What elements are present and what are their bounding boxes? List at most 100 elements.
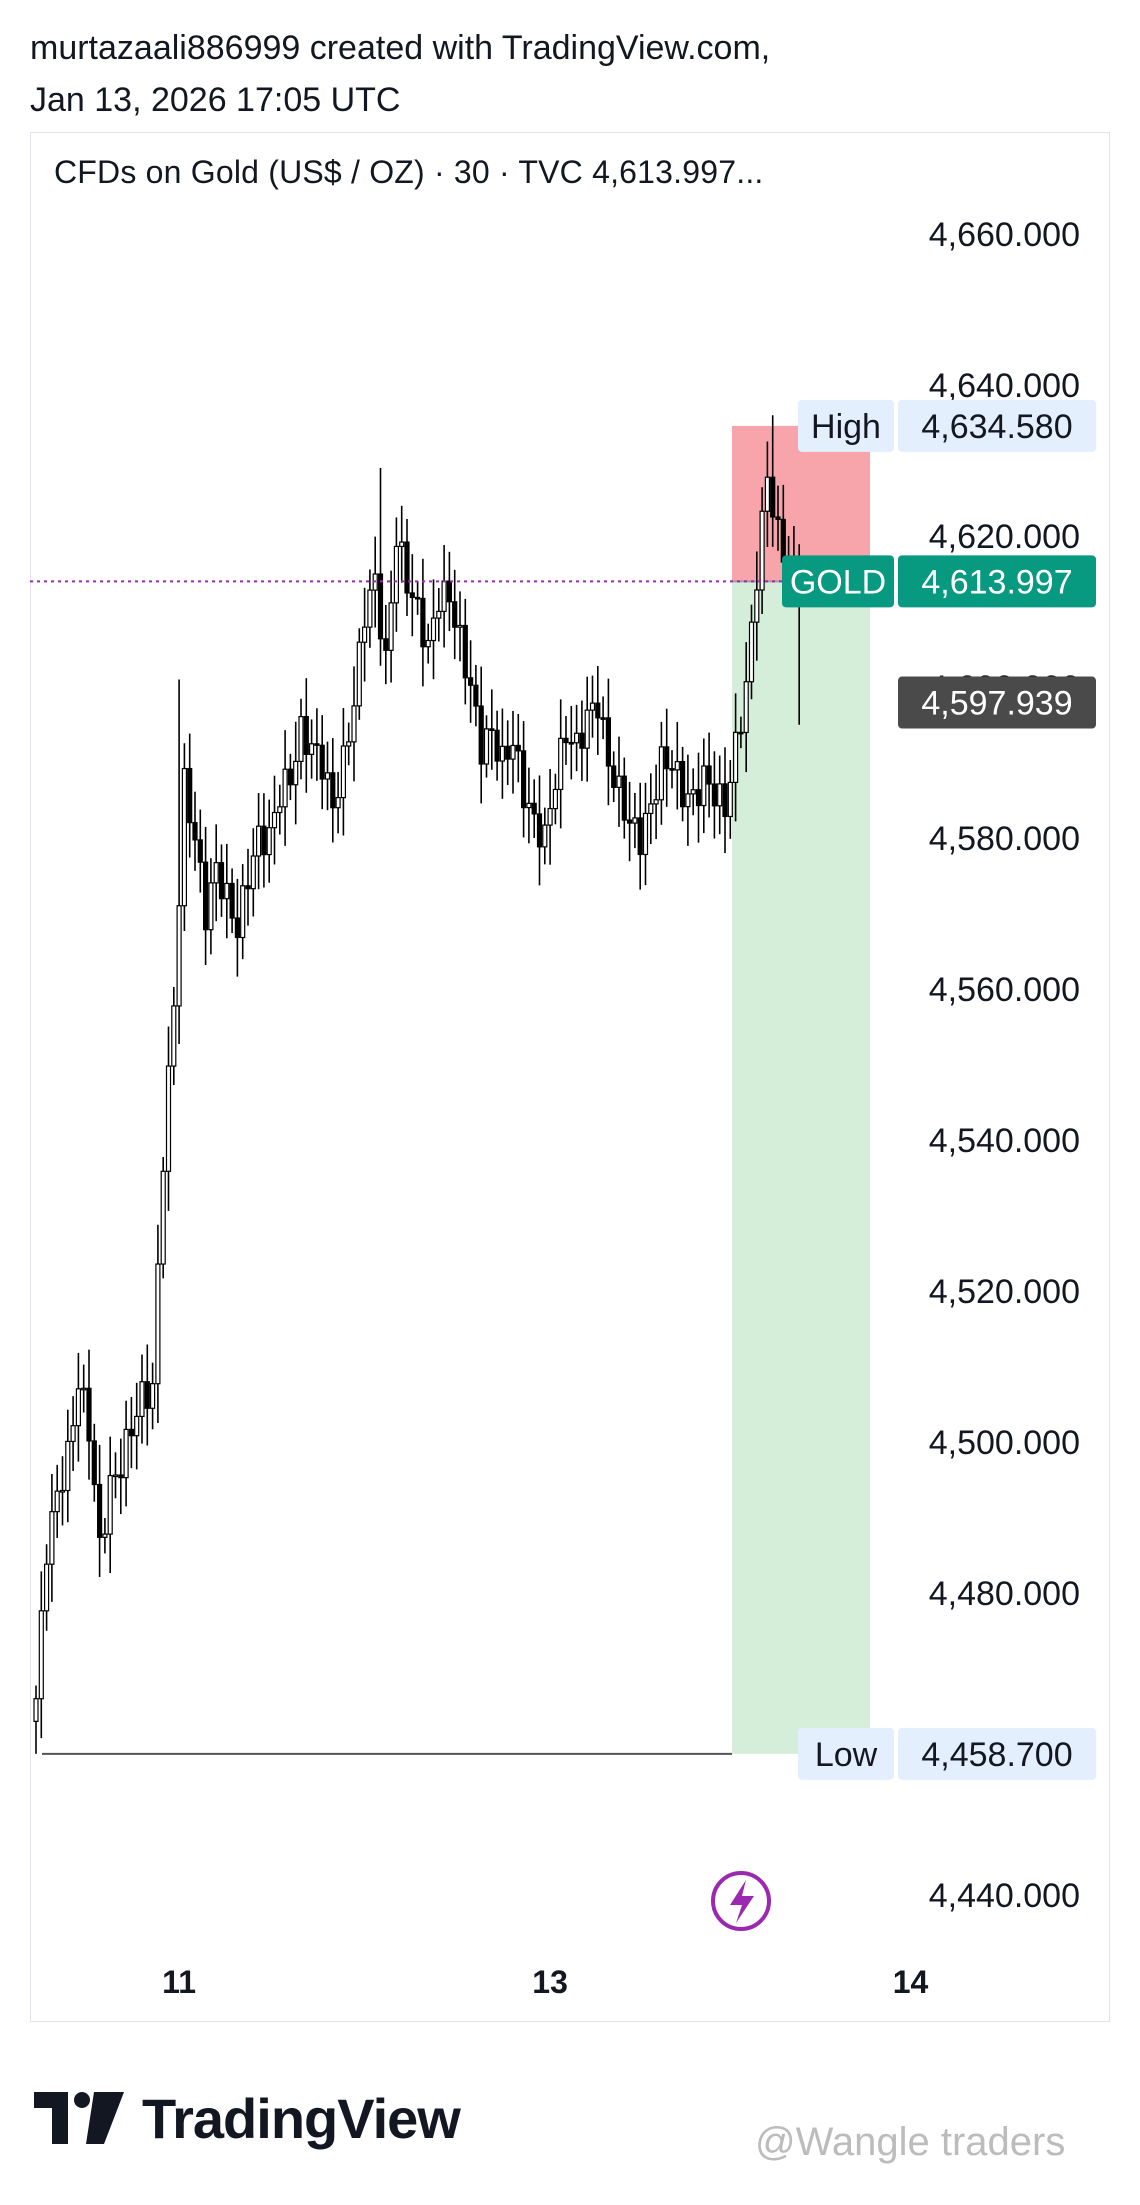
candle-body — [393, 545, 399, 604]
lightning-bolt-icon[interactable] — [711, 1871, 771, 1931]
chart-header: murtazaali886999 created with TradingVie… — [30, 22, 770, 126]
candle-body — [218, 862, 225, 900]
candle-body — [324, 772, 331, 780]
price-label-marker-value: 4,597.939 — [921, 685, 1072, 723]
price-label-high-name-box — [798, 399, 894, 452]
candle-body — [346, 741, 352, 747]
candle-body — [70, 1425, 76, 1443]
candle-body — [128, 1428, 134, 1437]
candle-body — [510, 744, 516, 760]
price-label-low-name-box — [798, 1727, 894, 1780]
candle-body — [552, 788, 559, 810]
candle-body — [314, 743, 320, 746]
candle-body — [494, 729, 500, 762]
candle-body — [743, 681, 749, 734]
candle-body — [611, 765, 617, 788]
candle-body — [160, 1170, 166, 1265]
candle-body — [579, 732, 585, 749]
candles-group — [33, 415, 802, 1754]
candle-body — [213, 862, 219, 884]
candle-body — [165, 1065, 172, 1172]
logo-text: TradingView — [142, 2086, 461, 2150]
candle-body — [155, 1263, 161, 1385]
candle-body — [65, 1440, 71, 1492]
price-label-current-box — [898, 555, 1096, 608]
x-tick-label: 11 — [162, 1964, 196, 2000]
candle-body — [197, 839, 203, 863]
candle-body — [171, 1005, 177, 1067]
candle-body — [91, 1440, 97, 1486]
candle-body — [436, 610, 442, 619]
candle-body — [351, 705, 357, 743]
candle-body — [526, 802, 532, 809]
candle-body — [748, 621, 755, 683]
time-axis[interactable]: 11 13 14 — [162, 1964, 928, 2000]
candle-body — [759, 510, 765, 591]
candle-body — [531, 802, 537, 815]
watermark: @Wangle traders — [755, 2120, 1066, 2164]
x-tick-label: 13 — [532, 1964, 568, 2000]
candle-body — [96, 1483, 103, 1538]
candle-body — [49, 1511, 55, 1565]
price-label-high-box — [898, 399, 1096, 452]
candle-body — [319, 744, 325, 780]
candle-body — [653, 799, 659, 805]
candle-body — [770, 476, 776, 518]
candle-body — [415, 596, 421, 600]
candle-body — [377, 573, 384, 640]
candle-body — [335, 796, 341, 809]
candle-body — [483, 728, 490, 765]
candle-body — [250, 855, 256, 890]
candle-body — [462, 624, 468, 679]
candle-body — [224, 882, 230, 900]
candle-body — [75, 1388, 82, 1427]
candle-body — [118, 1474, 124, 1479]
chart-frame — [30, 132, 1110, 2022]
candle-body — [616, 775, 622, 788]
candle-body — [144, 1381, 150, 1409]
y-tick-label: 4,500.000 — [929, 1424, 1080, 1462]
candle-body — [187, 767, 193, 824]
candle-body — [648, 803, 654, 815]
candle-body — [33, 1698, 39, 1722]
candle-body — [245, 885, 251, 890]
candle-body — [86, 1387, 92, 1442]
candle-body — [340, 745, 346, 799]
price-label-high-value: 4,634.580 — [921, 408, 1072, 446]
tradingview-logo[interactable]: TradingView — [34, 2086, 461, 2150]
reward-zone[interactable] — [732, 581, 870, 1754]
candle-body — [256, 825, 262, 857]
candle-body — [589, 702, 596, 711]
candle-body — [764, 476, 771, 512]
candle-body — [43, 1563, 50, 1612]
chart-overlays — [30, 406, 1092, 1755]
price-axis[interactable]: 4,440.0004,460.0004,480.0004,500.0004,52… — [929, 216, 1080, 1915]
y-tick-label: 4,640.000 — [929, 367, 1080, 405]
candle-body — [600, 717, 606, 720]
candle-body — [293, 760, 299, 786]
candle-body — [727, 781, 733, 818]
candle-body — [446, 580, 452, 603]
candle-body — [287, 768, 293, 786]
candle-body — [584, 709, 590, 749]
candle-body — [192, 822, 198, 841]
candle-body — [298, 715, 304, 762]
candle-body — [234, 917, 240, 939]
symbol-title[interactable]: CFDs on Gold (US$ / OZ) · 30 · TVC 4,613… — [54, 154, 764, 190]
candle-body — [637, 817, 643, 856]
candle-body — [563, 737, 569, 744]
candle-body — [102, 1533, 108, 1538]
candle-body — [330, 772, 336, 809]
candle-body — [520, 750, 527, 809]
candle-body — [536, 813, 543, 848]
author-line: murtazaali886999 created with TradingVie… — [30, 29, 771, 67]
candle-body — [123, 1428, 129, 1479]
candle-body — [658, 746, 665, 801]
tradingview-logo-icon — [34, 2092, 124, 2144]
candle-body — [430, 617, 437, 642]
candle-body — [626, 819, 633, 824]
candle-body — [706, 765, 712, 785]
candle-body — [452, 601, 458, 628]
candle-body — [701, 765, 707, 807]
